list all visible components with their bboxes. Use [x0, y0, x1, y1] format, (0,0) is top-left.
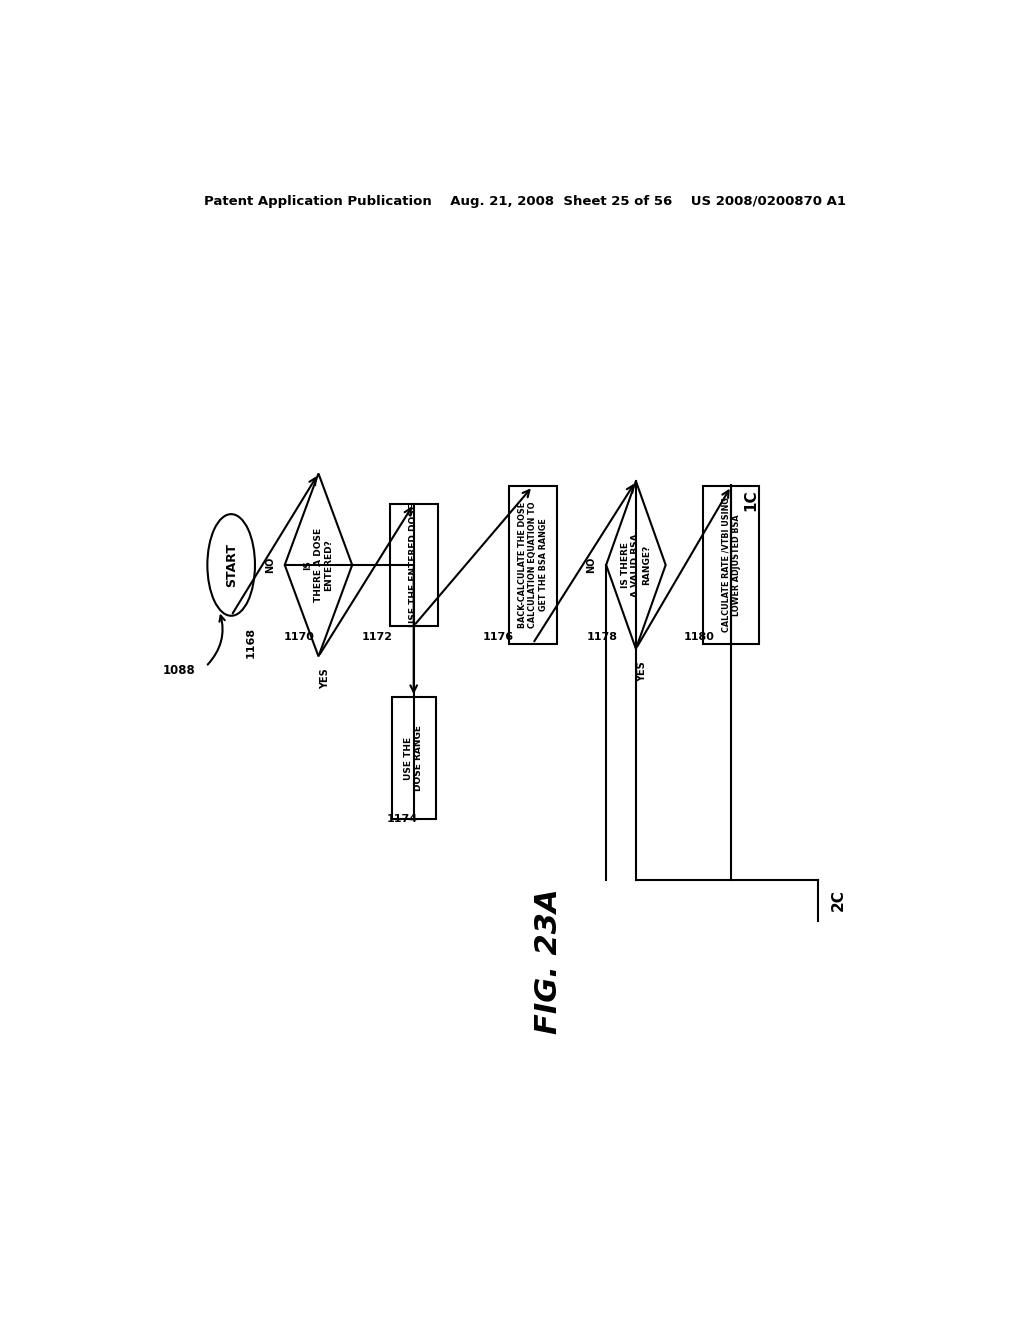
Text: 1174: 1174: [387, 814, 418, 824]
Text: NO: NO: [265, 557, 275, 573]
Text: YES: YES: [319, 669, 330, 689]
Text: 1172: 1172: [362, 632, 393, 643]
Text: IS
THERE A DOSE
ENTERED?: IS THERE A DOSE ENTERED?: [303, 528, 334, 602]
Text: NO: NO: [587, 557, 597, 573]
Text: 2C: 2C: [830, 890, 846, 911]
Text: BACK-CALCULATE THE DOSE
CALCULATION EQUATION TO
GET THE BSA RANGE: BACK-CALCULATE THE DOSE CALCULATION EQUA…: [518, 502, 548, 628]
Text: USE THE ENTERED DOSE: USE THE ENTERED DOSE: [410, 503, 418, 627]
Text: START: START: [224, 543, 238, 587]
Text: 1168: 1168: [246, 627, 255, 659]
Text: 1176: 1176: [482, 632, 514, 643]
Text: FIG. 23A: FIG. 23A: [535, 888, 563, 1034]
Text: Patent Application Publication    Aug. 21, 2008  Sheet 25 of 56    US 2008/02008: Patent Application Publication Aug. 21, …: [204, 194, 846, 207]
Text: 1178: 1178: [587, 632, 617, 643]
Text: IS THERE
A VALID BSA
RANGE?: IS THERE A VALID BSA RANGE?: [621, 533, 651, 597]
Text: 1088: 1088: [163, 664, 196, 677]
Text: 1C: 1C: [743, 490, 758, 511]
Text: 1180: 1180: [684, 632, 715, 643]
Text: CALCULATE RATE /VTBI USING
LOWER ADJUSTED BSA: CALCULATE RATE /VTBI USING LOWER ADJUSTE…: [722, 498, 740, 632]
Text: 1170: 1170: [284, 632, 314, 643]
Text: USE THE
DOSE RANGE: USE THE DOSE RANGE: [404, 725, 423, 791]
Text: YES: YES: [637, 661, 647, 681]
